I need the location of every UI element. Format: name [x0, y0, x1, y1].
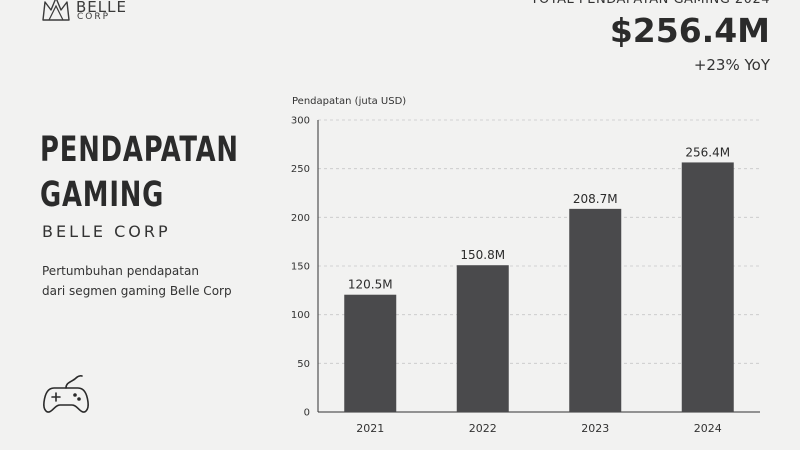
- description-line-1: Pertumbuhan pendapatan: [42, 264, 199, 278]
- x-tick-label: 2022: [469, 422, 497, 435]
- y-tick-label: 250: [291, 164, 310, 175]
- x-tick-label: 2023: [581, 422, 609, 435]
- y-tick-label: 300: [291, 116, 310, 127]
- company-name: BELLE CORP: [42, 222, 171, 241]
- description-line-2: dari segmen gaming Belle Corp: [42, 284, 232, 298]
- brand-name: BELLE: [76, 0, 127, 16]
- y-tick-label: 0: [304, 408, 310, 419]
- title-line-1: PENDAPATAN: [40, 130, 239, 170]
- y-tick-label: 50: [297, 359, 310, 370]
- bar-value-label: 150.8M: [460, 248, 505, 262]
- kpi-value: $256.4M: [609, 11, 770, 50]
- bar-value-label: 120.5M: [348, 278, 393, 292]
- revenue-bar-chart: Pendapatan (juta USD) 0 50 100 150 200 250 300…: [291, 96, 760, 435]
- title-line-2: GAMING: [40, 175, 165, 215]
- bar: [344, 294, 397, 412]
- page-title: PENDAPATAN GAMING: [40, 128, 239, 218]
- gamepad-icon: [43, 375, 89, 413]
- y-tick-label: 150: [291, 262, 310, 273]
- bar: [681, 162, 734, 412]
- brand-sub: CORP: [77, 12, 111, 22]
- x-tick-label: 2021: [356, 422, 384, 435]
- bar: [456, 265, 509, 412]
- bar-value-label: 208.7M: [573, 192, 618, 206]
- kpi-block: TOTAL PENDAPATAN GAMING 2024 $256.4M +23…: [531, 0, 770, 74]
- crown-logo-icon: [42, 0, 70, 21]
- brand-logo: BELLE CORP: [40, 0, 150, 26]
- y-tick-label: 100: [291, 310, 310, 321]
- bar: [569, 208, 622, 412]
- bar-value-label: 256.4M: [685, 145, 730, 159]
- description: Pertumbuhan pendapatan dari segmen gamin…: [42, 261, 262, 301]
- y-tick-label: 200: [291, 213, 310, 224]
- kpi-yoy: +23% YoY: [693, 56, 770, 74]
- y-axis-label: Pendapatan (juta USD): [292, 96, 406, 107]
- x-tick-label: 2024: [694, 422, 722, 435]
- kpi-label: TOTAL PENDAPATAN GAMING 2024: [531, 0, 770, 8]
